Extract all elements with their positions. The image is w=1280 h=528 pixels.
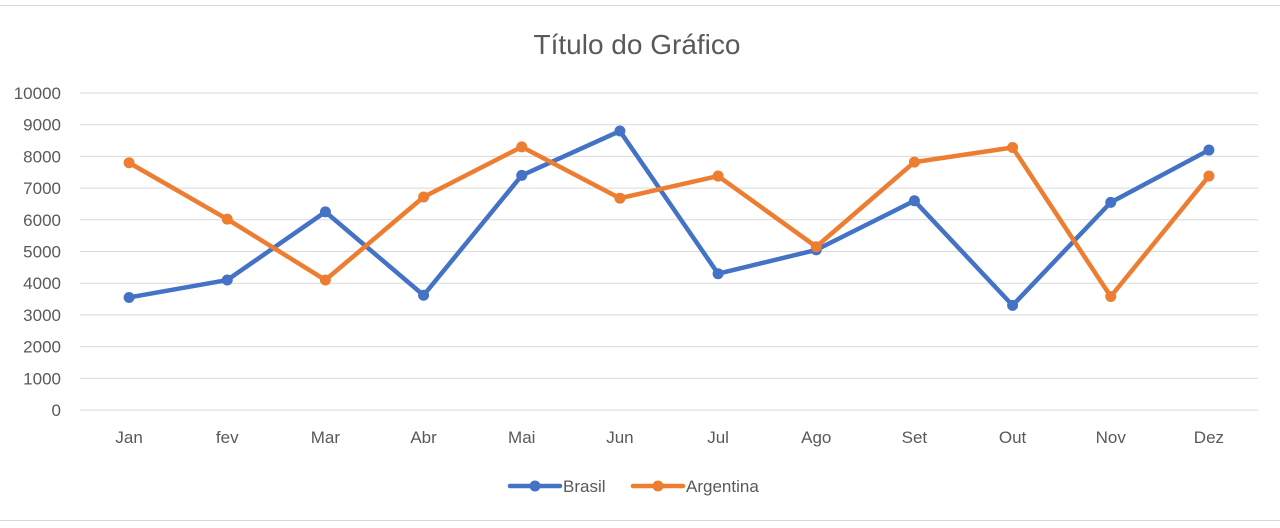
data-point-argentina-nov[interactable] xyxy=(1105,291,1117,303)
frame-bottom-border xyxy=(0,520,1280,521)
x-tick-label: Out xyxy=(999,428,1027,447)
data-point-argentina-set[interactable] xyxy=(908,156,920,168)
data-point-brasil-mar[interactable] xyxy=(319,206,331,218)
data-point-brasil-out[interactable] xyxy=(1007,299,1019,311)
series-line-brasil xyxy=(126,128,1212,308)
y-axis-tick-labels: 0 1000 2000 3000 4000 5000 6000 7000 8000 9000 100… xyxy=(14,84,61,420)
legend-item-brasil[interactable]: Brasil xyxy=(507,477,606,496)
x-axis-tick-labels: Jan fev Mar Abr Mai Jun Jul Ago Set Out Nov Dez xyxy=(115,428,1224,447)
series-argentina xyxy=(123,141,1215,303)
x-tick-label: Nov xyxy=(1096,428,1127,447)
x-tick-label: Jun xyxy=(606,428,633,447)
gridlines xyxy=(80,92,1258,411)
data-point-brasil-nov[interactable] xyxy=(1105,196,1117,208)
y-tick-label: 10000 xyxy=(14,84,61,103)
x-tick-label: Mai xyxy=(508,428,535,447)
x-tick-label: Jan xyxy=(115,428,142,447)
data-point-argentina-mar[interactable] xyxy=(319,274,331,286)
legend: Brasil Argentina xyxy=(507,477,759,496)
data-point-brasil-dez[interactable] xyxy=(1203,144,1215,156)
y-tick-label: 2000 xyxy=(23,338,61,357)
data-point-argentina-jan[interactable] xyxy=(123,157,135,169)
frame-top-border xyxy=(0,5,1280,6)
y-tick-label: 4000 xyxy=(23,274,61,293)
data-point-brasil-set[interactable] xyxy=(908,195,920,207)
y-tick-label: 3000 xyxy=(23,306,61,325)
data-point-brasil-fev[interactable] xyxy=(221,274,233,286)
data-point-argentina-ago[interactable] xyxy=(810,241,822,253)
data-point-argentina-out[interactable] xyxy=(1007,142,1019,154)
data-point-argentina-fev[interactable] xyxy=(221,213,233,225)
legend-swatch-marker xyxy=(529,480,541,492)
x-tick-label: Mar xyxy=(311,428,341,447)
data-point-argentina-dez[interactable] xyxy=(1203,170,1215,182)
data-point-argentina-mai[interactable] xyxy=(516,141,528,153)
y-tick-label: 9000 xyxy=(23,116,61,135)
y-tick-label: 8000 xyxy=(23,147,61,166)
x-tick-label: Ago xyxy=(801,428,831,447)
y-tick-label: 1000 xyxy=(23,369,61,388)
legend-label: Argentina xyxy=(686,477,759,496)
x-tick-label: Jul xyxy=(707,428,729,447)
series-line-argentina xyxy=(126,144,1212,299)
x-tick-label: Abr xyxy=(410,428,437,447)
data-point-argentina-jul[interactable] xyxy=(712,170,724,182)
data-point-brasil-abr[interactable] xyxy=(418,289,430,301)
legend-item-argentina[interactable]: Argentina xyxy=(630,477,759,496)
chart-title: Título do Gráfico xyxy=(534,29,741,60)
series-lines xyxy=(123,125,1215,311)
y-tick-label: 5000 xyxy=(23,243,61,262)
x-tick-label: fev xyxy=(216,428,239,447)
data-point-brasil-jun[interactable] xyxy=(614,125,626,137)
y-tick-label: 7000 xyxy=(23,179,61,198)
data-point-brasil-jan[interactable] xyxy=(123,291,135,303)
data-point-brasil-mai[interactable] xyxy=(516,169,528,181)
x-tick-label: Set xyxy=(902,428,928,447)
data-point-argentina-abr[interactable] xyxy=(418,191,430,203)
legend-label: Brasil xyxy=(563,477,606,496)
data-point-brasil-jul[interactable] xyxy=(712,268,724,280)
x-tick-label: Dez xyxy=(1194,428,1224,447)
data-point-argentina-jun[interactable] xyxy=(614,192,626,204)
legend-swatch-marker xyxy=(652,480,664,492)
y-tick-label: 6000 xyxy=(23,211,61,230)
y-tick-label: 0 xyxy=(52,401,61,420)
